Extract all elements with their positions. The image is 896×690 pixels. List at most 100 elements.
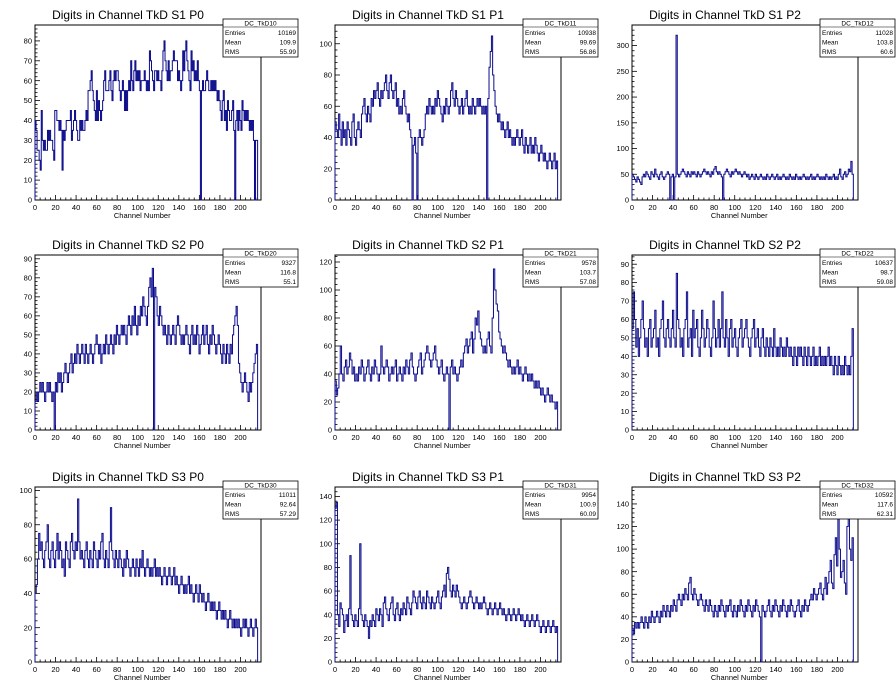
y-tick-label: 80 <box>621 278 629 287</box>
x-tick-label: 20 <box>51 203 59 212</box>
y-tick-label: 60 <box>324 587 332 596</box>
x-tick-label: 180 <box>811 203 824 212</box>
x-tick-label: 120 <box>452 665 465 674</box>
y-tick-label: 20 <box>24 388 32 397</box>
histogram-series <box>334 501 559 662</box>
x-tick-label: 60 <box>689 433 697 442</box>
stats-label: Entries <box>225 30 246 37</box>
stats-name: DC_TkD12 <box>841 21 874 28</box>
stats-label: Mean <box>225 502 242 509</box>
x-tick-label: 60 <box>392 433 400 442</box>
x-tick-label: 80 <box>710 433 718 442</box>
x-tick-label: 200 <box>234 203 247 212</box>
stats-value: 56.86 <box>580 49 597 56</box>
histogram-series <box>34 498 259 662</box>
y-tick-label: 20 <box>324 398 332 407</box>
stats-label: RMS <box>822 279 837 286</box>
stats-label: Mean <box>822 502 839 509</box>
stats-box <box>819 18 896 58</box>
x-tick-label: 160 <box>193 433 206 442</box>
stats-name: DC_TkD31 <box>544 483 577 490</box>
x-axis-label: Channel Number <box>414 441 471 450</box>
x-tick-label: 20 <box>648 203 656 212</box>
histogram-series <box>631 34 855 201</box>
y-tick-label: 120 <box>319 258 332 267</box>
x-tick-label: 80 <box>413 665 421 674</box>
y-tick-label: 140 <box>319 492 332 501</box>
x-tick-label: 120 <box>749 203 762 212</box>
x-tick-label: 100 <box>131 203 144 212</box>
stats-value: 9327 <box>282 260 297 267</box>
x-axis-label: Channel Number <box>711 211 768 220</box>
y-tick-label: 150 <box>616 118 629 127</box>
stats-value: 62.31 <box>877 511 894 518</box>
y-tick-label: 60 <box>24 555 32 564</box>
stats-label: Mean <box>525 270 542 277</box>
x-tick-label: 160 <box>193 665 206 674</box>
stats-label: Entries <box>822 260 843 267</box>
y-tick-label: 50 <box>621 333 629 342</box>
x-tick-label: 60 <box>92 203 100 212</box>
stats-value: 103.8 <box>877 40 894 47</box>
x-tick-label: 120 <box>452 203 465 212</box>
y-tick-label: 60 <box>324 102 332 111</box>
stats-value: 116.8 <box>280 270 296 277</box>
y-tick-label: 80 <box>24 273 32 282</box>
y-tick-label: 30 <box>621 370 629 379</box>
stats-label: Entries <box>225 492 246 499</box>
x-tick-label: 60 <box>689 665 697 674</box>
x-axis-label: Channel Number <box>414 673 471 682</box>
x-tick-label: 100 <box>728 665 741 674</box>
stats-label: Entries <box>225 260 246 267</box>
stats-value: 11011 <box>279 492 296 499</box>
y-tick-label: 100 <box>616 144 629 153</box>
stats-label: RMS <box>525 279 540 286</box>
x-tick-label: 0 <box>333 433 337 442</box>
x-tick-label: 160 <box>790 433 803 442</box>
x-tick-label: 120 <box>749 433 762 442</box>
stats-label: RMS <box>822 511 837 518</box>
stats-name: DC_TkD20 <box>244 251 277 258</box>
x-tick-label: 180 <box>514 665 527 674</box>
histogram-panel: Digits in Channel TkD S1 P2 0 20 40 60 80 100 1… <box>616 8 896 220</box>
y-tick-label: 70 <box>24 292 32 301</box>
x-tick-label: 120 <box>749 665 762 674</box>
stats-value: 10938 <box>578 30 596 37</box>
x-tick-label: 180 <box>514 433 527 442</box>
x-tick-label: 100 <box>131 665 144 674</box>
x-tick-label: 180 <box>514 203 527 212</box>
histogram-panel: Digits in Channel TkD S3 P0 0 20 40 60 80 100 1… <box>19 470 299 682</box>
x-tick-label: 0 <box>33 433 37 442</box>
x-tick-label: 200 <box>831 203 844 212</box>
y-tick-label: 0 <box>28 426 32 435</box>
x-tick-label: 0 <box>33 665 37 674</box>
x-tick-label: 200 <box>234 433 247 442</box>
stats-box <box>522 248 599 288</box>
x-tick-label: 200 <box>534 665 547 674</box>
stats-value: 60.09 <box>580 511 597 518</box>
x-tick-label: 0 <box>630 203 634 212</box>
stats-value: 55.1 <box>283 279 296 286</box>
y-tick-label: 80 <box>621 567 629 576</box>
x-tick-label: 20 <box>51 433 59 442</box>
stats-label: RMS <box>225 511 240 518</box>
x-tick-label: 20 <box>351 203 359 212</box>
x-tick-label: 20 <box>351 433 359 442</box>
x-tick-label: 0 <box>333 203 337 212</box>
y-tick-label: 0 <box>28 196 32 205</box>
stats-value: 59.08 <box>877 279 894 286</box>
stats-label: RMS <box>525 49 540 56</box>
y-tick-label: 100 <box>319 39 332 48</box>
y-tick-label: 70 <box>621 297 629 306</box>
x-tick-label: 180 <box>214 203 227 212</box>
y-tick-label: 0 <box>28 658 32 667</box>
y-tick-label: 50 <box>24 96 32 105</box>
stats-value: 92.64 <box>280 502 297 509</box>
x-tick-label: 180 <box>811 433 824 442</box>
chart-title: Digits in Channel TkD S1 P0 <box>52 8 204 22</box>
stats-value: 98.7 <box>880 270 893 277</box>
stats-label: Entries <box>525 260 546 267</box>
y-tick-label: 40 <box>324 610 332 619</box>
stats-label: Mean <box>225 270 242 277</box>
